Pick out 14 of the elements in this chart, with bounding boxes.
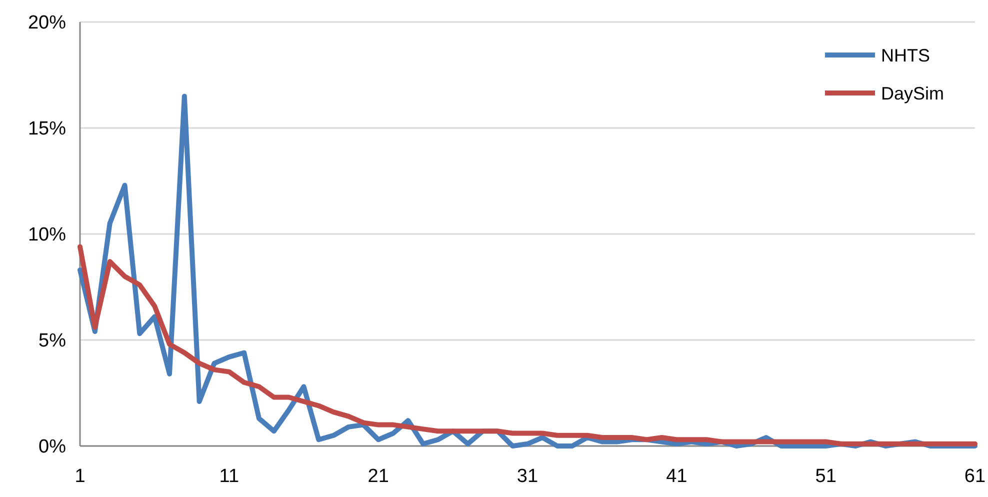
x-tick-label: 11 — [219, 466, 240, 487]
legend-label: DaySim — [881, 83, 944, 104]
y-tick-label: 10% — [28, 224, 66, 246]
x-tick-label: 21 — [368, 466, 389, 487]
x-tick-label: 1 — [74, 466, 86, 487]
x-tick-label: 41 — [666, 466, 688, 487]
y-tick-label: 20% — [28, 12, 66, 34]
legend-label: NHTS — [881, 45, 930, 66]
x-tick-label: 61 — [964, 466, 986, 487]
x-tick-label: 31 — [516, 466, 538, 487]
y-tick-label: 15% — [28, 118, 66, 140]
y-tick-label: 5% — [38, 330, 66, 352]
y-tick-label: 0% — [38, 436, 66, 458]
x-tick-label: 51 — [815, 466, 836, 487]
